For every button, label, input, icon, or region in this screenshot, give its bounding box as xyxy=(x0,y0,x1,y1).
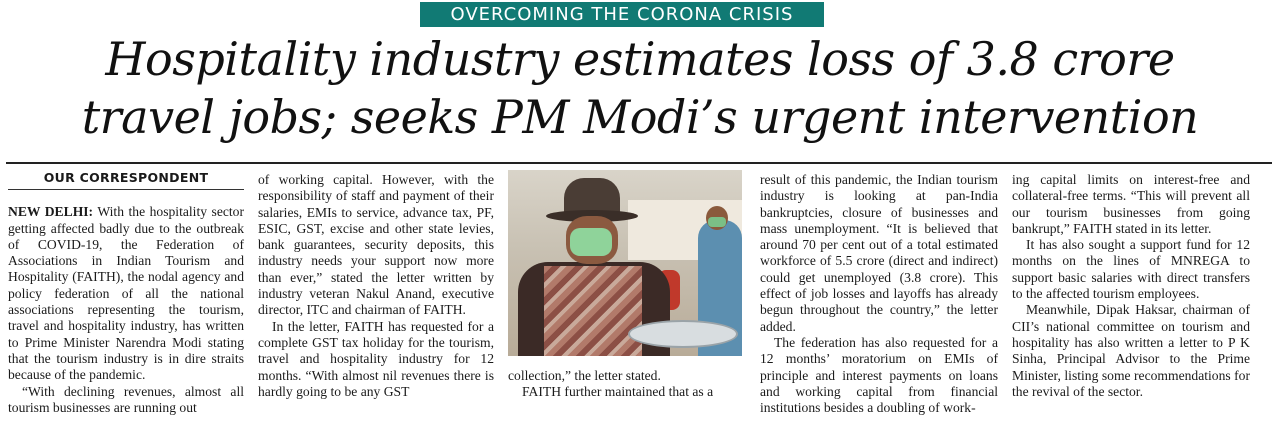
paragraph: result of this pandemic, the Indian tour… xyxy=(760,172,998,334)
paragraph: collection,” the letter stated. xyxy=(508,368,661,383)
paragraph: Meanwhile, Dipak Haksar, chairman of CII… xyxy=(1012,302,1250,399)
section-kicker: OVERCOMING THE CORONA CRISIS xyxy=(420,2,824,27)
byline: OUR CORRESPONDENT xyxy=(8,170,244,191)
paragraph: It has also sought a support fund for 12… xyxy=(1012,237,1250,302)
photo-face-mask xyxy=(570,228,612,256)
photo-hat xyxy=(564,178,620,216)
headline-line-1: Hospitality industry estimates loss of 3… xyxy=(105,32,1175,86)
paragraph: In the letter, FAITH has requested for a… xyxy=(258,318,494,399)
column-2: of working capital. However, with the re… xyxy=(258,172,494,400)
photo-waiter-vest xyxy=(544,266,642,356)
paragraph-text: With the hospitality sector getting affe… xyxy=(8,204,244,383)
paragraph: NEW DELHI: With the hospitality sector g… xyxy=(8,204,244,383)
photo-bystander-mask xyxy=(708,217,726,227)
column-5: ing capital limits on interest-free and … xyxy=(1012,172,1250,400)
news-photo xyxy=(508,170,742,356)
column-3: collection,” the letter stated. FAITH fu… xyxy=(508,170,746,401)
headline-line-2: travel jobs; seeks PM Modi’s urgent inte… xyxy=(81,90,1199,144)
headline-rule xyxy=(6,162,1272,164)
paragraph: The federation has also requested for a … xyxy=(760,334,998,416)
paragraph: FAITH further maintained that as a xyxy=(522,384,714,400)
paragraph: ing capital limits on interest-free and … xyxy=(1012,172,1250,236)
dateline: NEW DELHI: xyxy=(8,204,94,220)
column-4: result of this pandemic, the Indian tour… xyxy=(760,172,998,416)
paragraph: of working capital. However, with the re… xyxy=(258,172,494,318)
article-headline: Hospitality industry estimates loss of 3… xyxy=(10,30,1270,146)
photo-tray xyxy=(628,320,738,348)
paragraph: “With declining revenues, almost all tou… xyxy=(8,383,244,415)
column-1: OUR CORRESPONDENT NEW DELHI: With the ho… xyxy=(8,170,244,416)
